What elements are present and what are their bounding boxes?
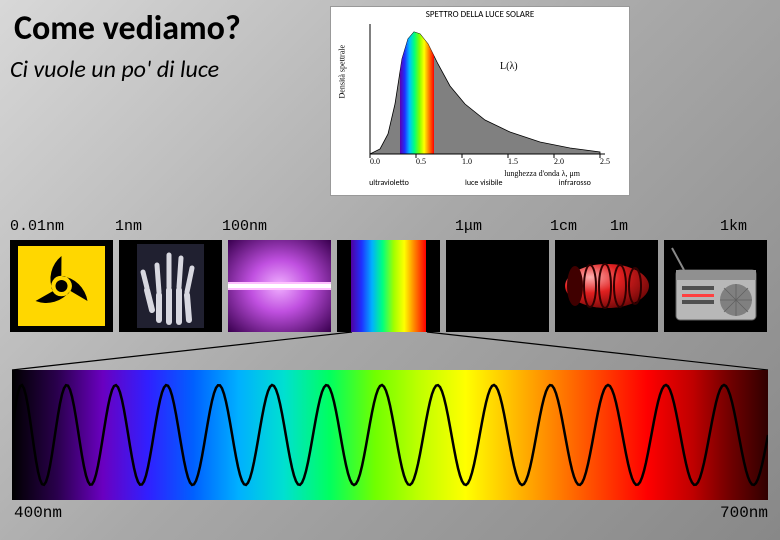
solar-bottom-labels: ultravioletto luce visibile infrarosso <box>331 164 629 188</box>
panel-infrared <box>446 240 549 332</box>
panel-visible <box>337 240 440 332</box>
solar-spectrum-chart: SPETTRO DELLA LUCE SOLARE Densità spettr… <box>330 6 630 196</box>
wavelength-label: 1km <box>720 218 747 235</box>
panel-uv <box>228 240 331 332</box>
solar-chart-plot: Densità spettrale <box>350 24 610 164</box>
visible-spectrum-strip <box>12 370 768 500</box>
wavelength-label: 100nm <box>222 218 267 235</box>
panel-xray <box>119 240 222 332</box>
panel-microwave <box>555 240 658 332</box>
strip-end-label: 700nm <box>720 504 768 522</box>
visible-strip-labels: 400nm 700nm <box>14 504 768 522</box>
em-icons-row <box>10 240 770 332</box>
wavelength-label: 1cm <box>550 218 577 235</box>
solar-xticks: 0.0 0.5 1.0 1.5 2.0 2.5 <box>370 157 610 166</box>
wavelength-label: 1nm <box>115 218 142 235</box>
em-wavelength-labels: 0.01nm 1nm 100nm 1μm 1cm 1m 1km <box>10 218 770 238</box>
panel-gamma <box>10 240 113 332</box>
solar-chart-xlabel: lunghezza d'onda λ, μm <box>504 169 580 178</box>
panel-radio <box>664 240 767 332</box>
wavelength-label: 0.01nm <box>10 218 64 235</box>
solar-curve-svg: L(λ) <box>350 24 610 164</box>
em-spectrum-row: 0.01nm 1nm 100nm 1μm 1cm 1m 1km <box>10 218 770 332</box>
solar-legend: L(λ) <box>500 61 518 72</box>
solar-chart-title: SPETTRO DELLA LUCE SOLARE <box>331 7 629 22</box>
spectrum-wave-svg <box>12 370 768 500</box>
strip-start-label: 400nm <box>14 504 62 522</box>
wavelength-label: 1m <box>610 218 628 235</box>
solar-chart-ylabel: Densità spettrale <box>338 45 347 99</box>
projection-lines <box>0 332 780 372</box>
wavelength-label: 1μm <box>455 218 482 235</box>
